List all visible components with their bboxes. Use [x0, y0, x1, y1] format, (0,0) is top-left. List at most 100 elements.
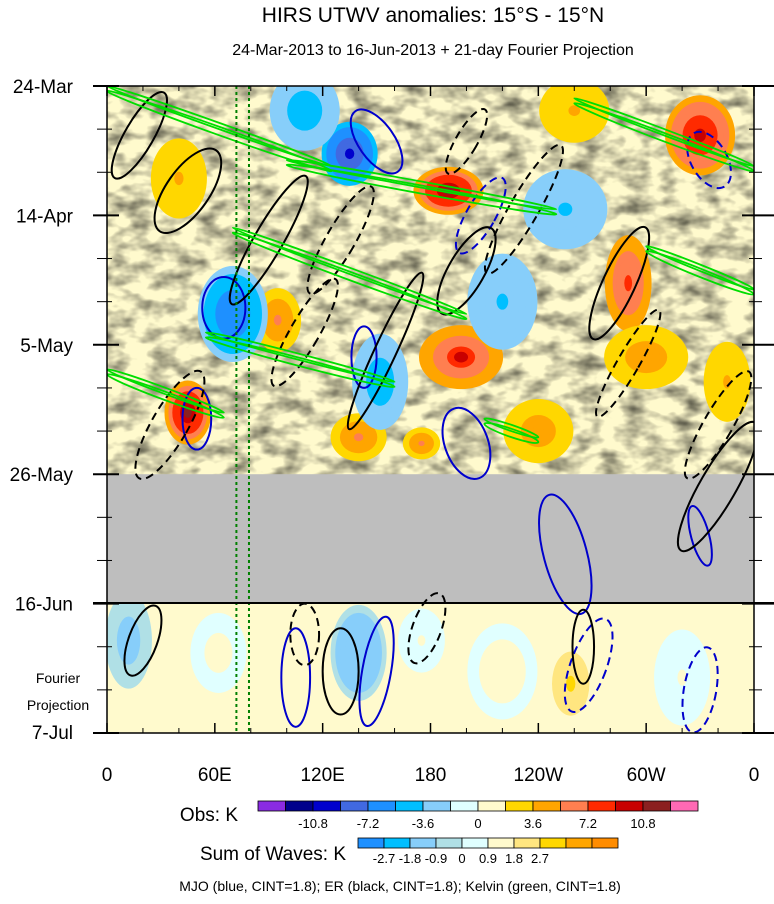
colorbar-swatch: [395, 800, 424, 812]
colorbar-swatch: [532, 800, 561, 812]
kelvin-contour: [285, 158, 558, 211]
colorbar-swatch: [587, 800, 616, 812]
colorbar-swatch: [615, 800, 644, 812]
obs-colorbar: -10.8 -7.2 -3.6 0 3.6 7.2 10.8: [257, 800, 699, 831]
mjo-contour: [538, 493, 593, 616]
colorbar-tick-label: 1.8: [505, 851, 523, 866]
mjo-contour: [681, 646, 719, 733]
colorbar-swatch: [461, 837, 489, 849]
colorbar-tick-label: 10.8: [630, 816, 655, 831]
colorbar-tick-label: 0: [474, 816, 481, 831]
projection-anomaly: [566, 675, 576, 692]
er-contour: [346, 271, 425, 431]
obs-colorbar-label: Obs: K: [180, 805, 238, 826]
colorbar-swatch: [565, 837, 593, 849]
projection-anomaly: [496, 663, 509, 680]
kelvin-contour: [204, 336, 396, 388]
kelvin-contour: [204, 331, 396, 383]
waves-colorbar: -2.7 -1.8 -0.9 0 0.9 1.8 2.7: [357, 837, 619, 866]
colorbar-tick-label: 3.6: [524, 816, 542, 831]
mjo-contour: [181, 386, 213, 451]
colorbar-swatch: [312, 800, 341, 812]
mjo-contour: [358, 615, 395, 728]
y-axis: 24-Mar 14-Apr 5-May 26-May 16-Jun 7-Jul: [10, 77, 774, 744]
kelvin-contour: [285, 163, 558, 216]
er-contour: [683, 370, 753, 480]
er-contour: [595, 308, 662, 418]
obs-anomaly: [639, 351, 654, 363]
colorbar-swatch: [383, 837, 411, 849]
obs-anomaly: [344, 148, 355, 160]
colorbar-swatch: [450, 800, 479, 812]
chart-subtitle: 24-Mar-2013 to 16-Jun-2013 + 21-day Four…: [232, 42, 634, 59]
x-tick-label: 180: [415, 765, 447, 786]
colorbar-swatch: [560, 800, 589, 812]
er-contour: [407, 592, 447, 665]
er-contour: [588, 225, 651, 341]
y-tick-label: 14-Apr: [16, 206, 74, 227]
y-tick-label: 26-May: [10, 465, 74, 486]
kelvin-contour: [573, 97, 754, 168]
y-tick-label: 16-Jun: [15, 595, 73, 616]
obs-anomaly: [298, 103, 311, 118]
obs-anomaly: [568, 105, 581, 116]
obs-anomaly: [558, 202, 573, 216]
er-contour: [571, 608, 596, 685]
projection-label-line2: Projection: [27, 697, 89, 713]
er-contour: [676, 420, 754, 553]
er-contour: [270, 277, 339, 388]
waves-colorbar-label: Sum of Waves: K: [200, 844, 346, 865]
er-contour: [153, 147, 223, 234]
colorbar-swatch: [513, 837, 541, 849]
colorbar-swatch: [340, 800, 369, 812]
projection-anomaly: [677, 669, 687, 686]
x-axis: 0 60E 120E 180 120W 60W 0: [102, 86, 759, 786]
colorbar-swatch: [487, 837, 515, 849]
er-contour: [306, 185, 375, 295]
x-tick-label: 60E: [198, 765, 232, 786]
y-tick-label: 5-May: [20, 336, 73, 357]
x-tick-label: 120W: [514, 765, 564, 786]
kelvin-contour: [231, 231, 468, 321]
obs-anomaly: [353, 433, 364, 442]
plot-area: [107, 86, 754, 733]
colorbar-swatch: [285, 800, 314, 812]
colorbar-tick-label: 0.9: [479, 851, 497, 866]
obs-heatmap: [107, 86, 754, 604]
kelvin-contour: [483, 417, 540, 439]
colorbar-swatch: [367, 800, 396, 812]
projection-anomaly: [417, 635, 426, 646]
colorbar-swatch: [591, 837, 619, 849]
obs-anomaly: [496, 293, 509, 310]
mjo-contour: [454, 176, 507, 255]
er-contour: [123, 604, 163, 677]
colorbar-tick-label: -7.2: [357, 816, 379, 831]
chart-title: HIRS UTWV anomalies: 15°S - 15°N: [262, 4, 604, 27]
colorbar-tick-label: 7.2: [579, 816, 597, 831]
colorbar-tick-label: 2.7: [531, 851, 549, 866]
y-tick-label: 24-Mar: [13, 77, 74, 98]
colorbar-swatch: [435, 837, 463, 849]
mjo-contour: [687, 504, 713, 567]
er-contour: [134, 369, 206, 481]
x-tick-label: 60W: [627, 765, 666, 786]
kelvin-contour: [231, 226, 468, 315]
colorbar-swatch: [257, 800, 286, 812]
mjo-contour: [350, 325, 378, 389]
obs-anomaly: [723, 375, 731, 389]
mjo-contour: [686, 130, 732, 190]
obs-anomaly: [174, 171, 184, 186]
er-contour: [444, 107, 489, 175]
mjo-contour: [441, 406, 492, 480]
obs-anomaly: [624, 275, 633, 292]
obs-anomaly: [418, 440, 425, 447]
missing-data-region: [107, 474, 754, 604]
projection-anomaly: [213, 646, 224, 660]
colorbar-swatch: [477, 800, 506, 812]
colorbar-swatch: [670, 800, 699, 812]
kelvin-contour: [483, 422, 540, 444]
x-tick-label: 120E: [300, 765, 344, 786]
obs-anomaly: [694, 128, 706, 142]
